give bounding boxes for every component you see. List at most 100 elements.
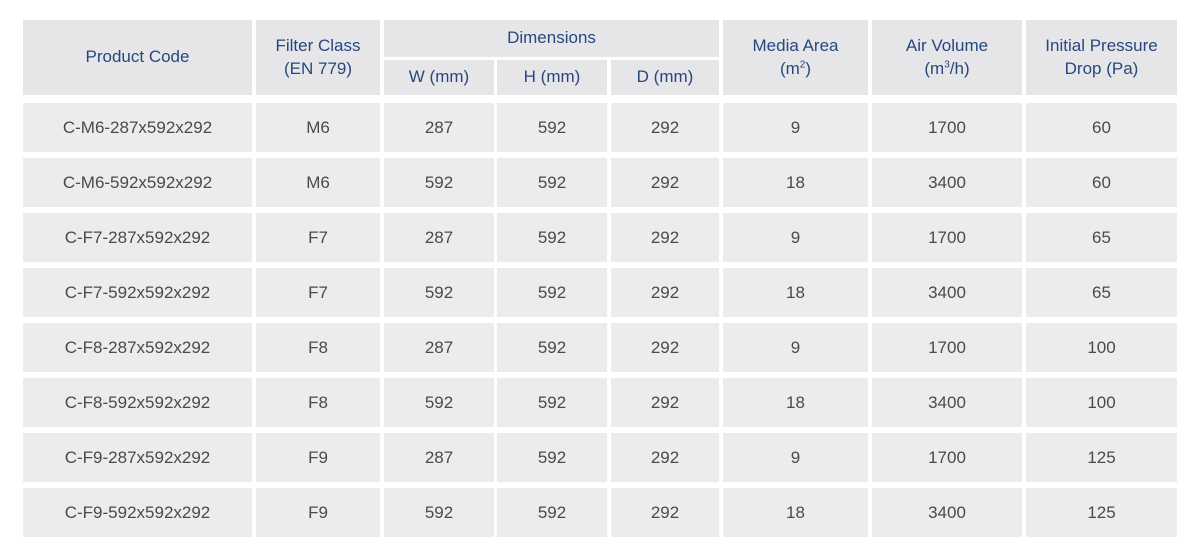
header-dimensions: Dimensions (384, 20, 719, 57)
cell-product-code: C-F7-287x592x292 (23, 213, 252, 262)
cell-initial-pressure-drop: 65 (1026, 213, 1177, 262)
header-media-area: Media Area (m2) (723, 20, 868, 95)
cell-height: 592 (497, 433, 607, 482)
cell-depth-value: 292 (650, 392, 680, 412)
cell-media-area-value: 18 (786, 282, 805, 302)
cell-width: 287 (384, 433, 494, 482)
cell-width-value: 287 (424, 117, 454, 137)
header-filter-class: Filter Class (EN 779) (256, 20, 380, 95)
cell-media-area: 18 (723, 488, 868, 537)
cell-product-code: C-F8-287x592x292 (23, 323, 252, 372)
cell-height: 592 (497, 488, 607, 537)
header-depth: D (mm) (611, 60, 719, 95)
cell-product-code-value: C-F8-287x592x292 (64, 337, 211, 357)
cell-filter-class-value: F8 (308, 392, 328, 412)
cell-media-area-value: 18 (786, 392, 805, 412)
header-dimensions-label: Dimensions (507, 28, 596, 48)
cell-width: 287 (384, 103, 494, 152)
cell-media-area-value: 9 (790, 447, 801, 467)
cell-width: 592 (384, 488, 494, 537)
header-air-volume-unit: (m3/h) (924, 58, 970, 78)
cell-media-area: 18 (723, 158, 868, 207)
header-product-code-label: Product Code (85, 47, 190, 67)
header-filter-class-line2: (EN 779) (283, 58, 353, 78)
cell-depth: 292 (611, 268, 719, 317)
cell-height-value: 592 (537, 172, 567, 192)
cell-width-value: 287 (424, 227, 454, 247)
header-filter-class-line1: Filter Class (275, 35, 361, 55)
cell-product-code: C-F7-592x592x292 (23, 268, 252, 317)
header-height-label: H (mm) (523, 67, 581, 87)
cell-height-value: 592 (537, 337, 567, 357)
cell-filter-class: M6 (256, 103, 380, 152)
cell-initial-pressure-drop-value: 100 (1087, 337, 1116, 357)
cell-initial-pressure-drop-value: 125 (1087, 447, 1116, 467)
cell-air-volume-value: 3400 (928, 282, 966, 302)
cell-width: 287 (384, 213, 494, 262)
cell-product-code: C-F8-592x592x292 (23, 378, 252, 427)
cell-air-volume: 1700 (872, 103, 1022, 152)
cell-air-volume: 1700 (872, 323, 1022, 372)
cell-air-volume: 3400 (872, 378, 1022, 427)
cell-air-volume-value: 1700 (928, 337, 966, 357)
cell-initial-pressure-drop-value: 65 (1092, 227, 1111, 247)
cell-width-value: 287 (424, 447, 454, 467)
cell-depth-value: 292 (650, 282, 680, 302)
header-media-area-line1: Media Area (752, 35, 839, 55)
cell-width-value: 592 (424, 392, 454, 412)
cell-product-code-value: C-F8-592x592x292 (64, 392, 211, 412)
cell-depth-value: 292 (650, 227, 680, 247)
cell-media-area: 18 (723, 268, 868, 317)
cell-initial-pressure-drop: 125 (1026, 433, 1177, 482)
cell-product-code: C-F9-592x592x292 (23, 488, 252, 537)
cell-width-value: 592 (424, 282, 454, 302)
cell-product-code-value: C-F7-287x592x292 (64, 227, 211, 247)
cell-product-code-value: C-M6-592x592x292 (62, 172, 213, 192)
cell-height: 592 (497, 103, 607, 152)
cell-product-code-value: C-F9-592x592x292 (64, 502, 211, 522)
header-width-label: W (mm) (408, 67, 470, 87)
cell-height-value: 592 (537, 227, 567, 247)
header-initial-pressure-drop: Initial Pressure Drop (Pa) (1026, 20, 1177, 95)
cell-depth: 292 (611, 378, 719, 427)
cell-filter-class: F7 (256, 213, 380, 262)
cell-air-volume-value: 3400 (928, 172, 966, 192)
cell-initial-pressure-drop: 65 (1026, 268, 1177, 317)
cell-air-volume: 1700 (872, 213, 1022, 262)
cell-air-volume: 3400 (872, 158, 1022, 207)
cell-depth-value: 292 (650, 447, 680, 467)
cell-media-area-value: 9 (790, 117, 801, 137)
cell-depth: 292 (611, 488, 719, 537)
cell-height-value: 592 (537, 502, 567, 522)
cell-width: 592 (384, 378, 494, 427)
cell-height: 592 (497, 268, 607, 317)
cell-initial-pressure-drop: 60 (1026, 158, 1177, 207)
cell-product-code: C-M6-287x592x292 (23, 103, 252, 152)
header-air-volume-line1: Air Volume (905, 35, 989, 55)
cell-depth-value: 292 (650, 502, 680, 522)
cell-initial-pressure-drop: 125 (1026, 488, 1177, 537)
cell-product-code-value: C-M6-287x592x292 (62, 117, 213, 137)
cell-air-volume: 1700 (872, 433, 1022, 482)
cell-height: 592 (497, 323, 607, 372)
cell-product-code-value: C-F7-592x592x292 (64, 282, 211, 302)
cell-filter-class-value: M6 (306, 172, 330, 192)
cell-product-code: C-M6-592x592x292 (23, 158, 252, 207)
cell-product-code-value: C-F9-287x592x292 (64, 447, 211, 467)
cell-media-area-value: 9 (790, 337, 801, 357)
header-product-code: Product Code (23, 20, 252, 95)
header-pressure-line1: Initial Pressure (1045, 35, 1158, 55)
cell-width: 592 (384, 158, 494, 207)
cell-height-value: 592 (537, 447, 567, 467)
cell-height-value: 592 (537, 117, 567, 137)
cell-height: 592 (497, 158, 607, 207)
cell-height: 592 (497, 213, 607, 262)
cell-depth: 292 (611, 158, 719, 207)
cell-width: 592 (384, 268, 494, 317)
cell-filter-class: F9 (256, 488, 380, 537)
cell-filter-class-value: M6 (306, 117, 330, 137)
cell-depth-value: 292 (650, 117, 680, 137)
header-air-volume: Air Volume (m3/h) (872, 20, 1022, 95)
header-depth-label: D (mm) (636, 67, 694, 87)
cell-air-volume-value: 3400 (928, 502, 966, 522)
